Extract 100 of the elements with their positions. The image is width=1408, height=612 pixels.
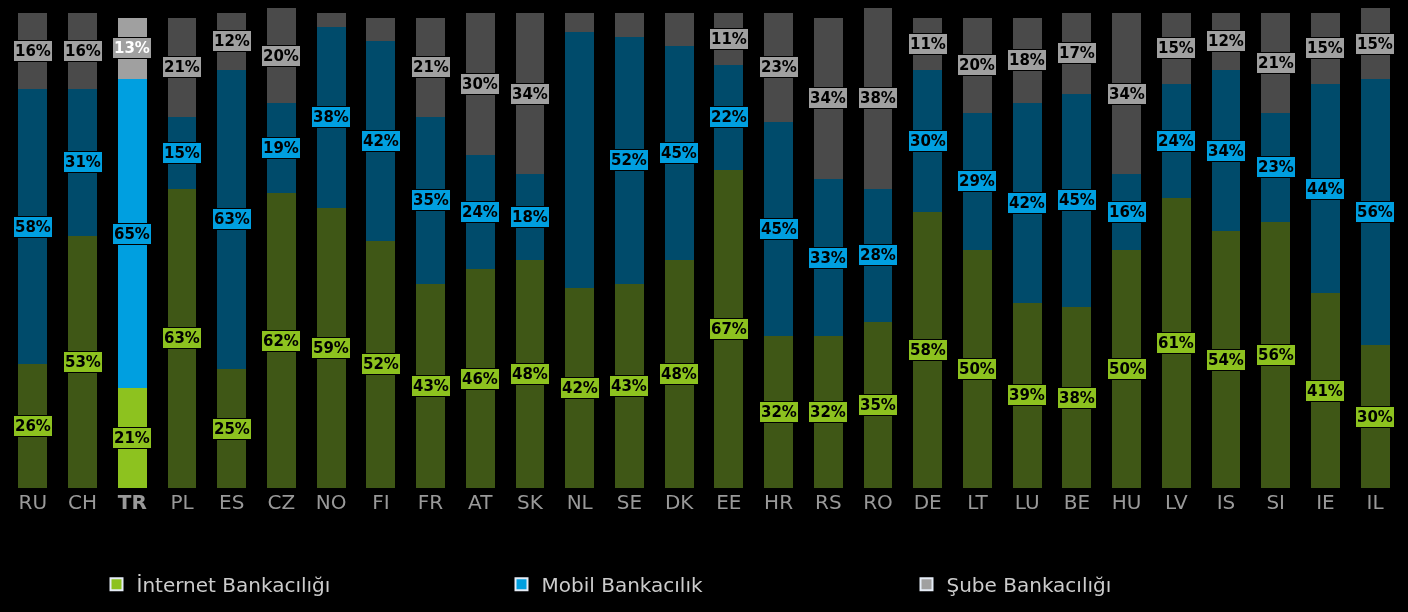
x-tick-label: NO [315, 490, 347, 514]
data-label: 18% [1009, 51, 1045, 69]
data-label: 12% [1208, 32, 1244, 50]
legend-label: Mobil Bankacılık [541, 573, 703, 598]
x-tick-label: RO [863, 490, 893, 514]
data-label: 34% [512, 85, 548, 103]
data-label: 45% [761, 220, 797, 238]
data-label: 44% [1307, 180, 1343, 198]
data-label: 15% [1158, 39, 1194, 57]
data-label: 30% [910, 132, 946, 150]
x-tick-label: LV [1164, 490, 1188, 514]
data-label: 65% [114, 225, 150, 243]
data-label: 13% [114, 39, 150, 57]
data-label: 48% [661, 365, 697, 383]
data-label: 22% [711, 108, 747, 126]
data-label: 63% [164, 329, 200, 347]
data-label: 42% [363, 132, 399, 150]
data-label: 26% [15, 417, 51, 435]
data-label: 53% [65, 353, 101, 371]
x-tick-label: TR [117, 490, 147, 514]
x-tick-label: IL [1366, 490, 1385, 514]
data-label: 38% [313, 108, 349, 126]
data-label: 21% [164, 58, 200, 76]
x-tick-label: CH [68, 490, 98, 514]
data-label: 43% [611, 377, 647, 395]
x-tick-label: LT [967, 490, 989, 514]
data-label: 30% [1357, 408, 1393, 426]
data-label: 50% [1109, 360, 1145, 378]
x-tick-label: RS [814, 490, 842, 514]
bar [366, 17, 396, 42]
data-label: 20% [959, 56, 995, 74]
data-label: 52% [363, 355, 399, 373]
x-tick-label: BE [1063, 490, 1091, 514]
data-label: 32% [761, 403, 797, 421]
data-label: 39% [1009, 386, 1045, 404]
data-label: 19% [263, 139, 299, 157]
bar [565, 12, 595, 32]
data-label: 34% [810, 89, 846, 107]
bar [615, 12, 644, 37]
x-tick-label: SI [1266, 490, 1286, 514]
data-label: 38% [860, 89, 896, 107]
data-label: 31% [65, 153, 101, 171]
data-label: 48% [512, 365, 548, 383]
data-label: 16% [15, 42, 51, 60]
data-label: 38% [1059, 389, 1095, 407]
x-tick-label: EE [716, 490, 742, 514]
legend-label: İnternet Bankacılığı [136, 573, 331, 598]
x-tick-label: CZ [267, 490, 296, 514]
data-label: 21% [413, 58, 449, 76]
data-label: 21% [114, 429, 150, 447]
data-label: 50% [959, 360, 995, 378]
x-tick-label: DK [664, 490, 695, 514]
data-label: 67% [711, 320, 747, 338]
bar [565, 31, 595, 289]
data-label: 15% [164, 144, 200, 162]
data-label: 23% [1258, 158, 1294, 176]
data-label: 35% [413, 191, 449, 209]
data-label: 29% [959, 172, 995, 190]
data-label: 45% [1059, 191, 1095, 209]
data-label: 58% [910, 341, 946, 359]
data-label: 45% [661, 144, 697, 162]
data-label: 52% [611, 151, 647, 169]
x-tick-label: ES [219, 490, 245, 514]
data-label: 24% [462, 203, 498, 221]
x-tick-label: FR [417, 490, 444, 514]
data-label: 18% [512, 208, 548, 226]
x-tick-label: NL [566, 490, 594, 514]
x-tick-label: LU [1014, 490, 1040, 514]
data-label: 28% [860, 246, 896, 264]
data-label: 59% [313, 339, 349, 357]
x-tick-label: SE [616, 490, 643, 514]
x-tick-label: FI [372, 490, 390, 514]
x-tick-label: RU [18, 490, 48, 514]
data-label: 42% [1009, 194, 1045, 212]
data-label: 35% [860, 396, 896, 414]
data-label: 12% [214, 32, 250, 50]
data-label: 41% [1307, 382, 1343, 400]
data-label: 34% [1208, 142, 1244, 160]
data-label: 32% [810, 403, 846, 421]
data-label: 34% [1109, 85, 1145, 103]
x-tick-label: IS [1216, 490, 1236, 514]
x-tick-label: AT [468, 490, 494, 514]
x-tick-label: HU [1111, 490, 1142, 514]
data-label: 21% [1258, 54, 1294, 72]
x-tick-label: HR [764, 490, 794, 514]
data-label: 16% [1109, 203, 1145, 221]
data-label: 43% [413, 377, 449, 395]
data-label: 30% [462, 75, 498, 93]
data-label: 61% [1158, 334, 1194, 352]
x-tick-label: PL [170, 490, 195, 514]
data-label: 23% [761, 58, 797, 76]
data-label: 11% [910, 35, 946, 53]
data-label: 63% [214, 210, 250, 228]
data-label: 58% [15, 218, 51, 236]
data-label: 46% [462, 370, 498, 388]
bar [664, 12, 694, 47]
data-label: 56% [1357, 203, 1393, 221]
data-label: 24% [1158, 132, 1194, 150]
legend-label: Şube Bankacılığı [946, 573, 1112, 598]
data-label: 17% [1059, 44, 1095, 62]
